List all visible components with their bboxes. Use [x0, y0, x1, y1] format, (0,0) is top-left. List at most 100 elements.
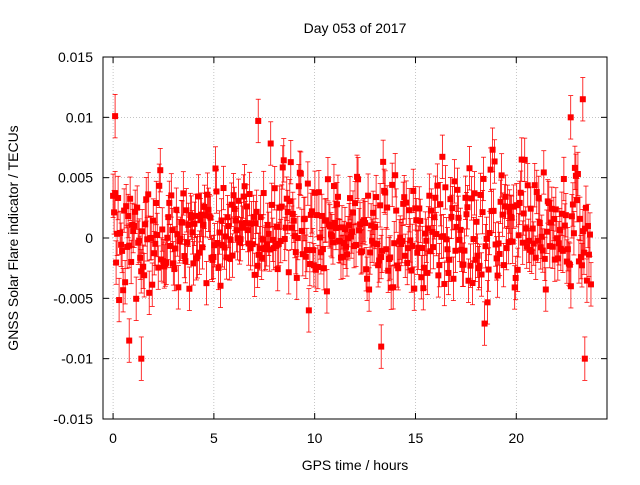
- data-point: [166, 199, 173, 206]
- data-point: [389, 181, 396, 188]
- data-point: [339, 253, 346, 260]
- data-point: [315, 189, 322, 196]
- data-point: [406, 207, 413, 214]
- data-point: [474, 252, 481, 259]
- data-point: [521, 156, 528, 163]
- data-point: [246, 191, 253, 198]
- data-point: [567, 114, 574, 121]
- data-point: [527, 205, 534, 212]
- data-point: [218, 217, 225, 224]
- data-point: [200, 221, 207, 228]
- data-point: [368, 222, 375, 229]
- data-point: [402, 252, 409, 259]
- data-point: [538, 233, 545, 240]
- data-point: [353, 241, 360, 248]
- data-point: [226, 255, 233, 262]
- data-point: [442, 184, 449, 191]
- data-point: [583, 277, 590, 284]
- data-point: [126, 242, 133, 249]
- data-point: [424, 269, 431, 276]
- data-point: [197, 217, 204, 224]
- data-point: [150, 217, 157, 224]
- data-point: [378, 343, 385, 350]
- data-point: [542, 286, 549, 293]
- data-point: [265, 230, 272, 237]
- data-point: [120, 287, 127, 294]
- data-point: [285, 269, 292, 276]
- data-point: [288, 224, 295, 231]
- data-point: [201, 203, 208, 210]
- data-point: [266, 246, 273, 253]
- data-point: [116, 297, 123, 304]
- data-point: [484, 299, 491, 306]
- data-point: [346, 222, 353, 229]
- data-point: [428, 207, 435, 214]
- y-tick-label: 0.01: [66, 109, 93, 125]
- data-point: [553, 235, 560, 242]
- data-point: [278, 203, 285, 210]
- data-point: [522, 225, 529, 232]
- data-point: [286, 198, 293, 205]
- data-point: [236, 239, 243, 246]
- data-point: [291, 233, 298, 240]
- data-point: [348, 233, 355, 240]
- data-point: [137, 254, 144, 261]
- data-point: [301, 215, 308, 222]
- data-point: [241, 183, 248, 190]
- data-point: [250, 213, 257, 220]
- data-point: [413, 217, 420, 224]
- data-point: [172, 245, 179, 252]
- data-point: [165, 214, 172, 221]
- data-point: [164, 234, 171, 241]
- data-point: [306, 261, 313, 268]
- data-point: [171, 266, 178, 273]
- data-point: [287, 159, 294, 166]
- data-point: [550, 215, 557, 222]
- y-axis-label: GNSS Solar Flare indicator / TECUs: [5, 125, 21, 350]
- data-point: [245, 240, 252, 247]
- data-point: [174, 231, 181, 238]
- data-point: [372, 224, 379, 231]
- data-point: [377, 202, 384, 209]
- data-point: [489, 146, 496, 153]
- data-point: [501, 203, 508, 210]
- data-point: [540, 169, 547, 176]
- data-point: [229, 252, 236, 259]
- data-point: [239, 224, 246, 231]
- data-point: [509, 238, 516, 245]
- data-point: [562, 212, 569, 219]
- data-point: [323, 288, 330, 295]
- data-point: [128, 258, 135, 265]
- data-point: [146, 289, 153, 296]
- data-point: [249, 241, 256, 248]
- data-point: [479, 209, 486, 216]
- data-point: [340, 240, 347, 247]
- x-tick-label: 20: [508, 430, 524, 446]
- data-point: [304, 180, 311, 187]
- data-point: [534, 237, 541, 244]
- data-point: [297, 170, 304, 177]
- data-point: [561, 222, 568, 229]
- data-point: [537, 244, 544, 251]
- data-point: [243, 203, 250, 210]
- data-point: [519, 239, 526, 246]
- data-point: [467, 262, 474, 269]
- data-point: [503, 245, 510, 252]
- data-point: [581, 355, 588, 362]
- data-point: [138, 268, 145, 275]
- data-point: [429, 228, 436, 235]
- y-tick-label: -0.015: [53, 411, 93, 427]
- data-point: [400, 200, 407, 207]
- data-point: [144, 236, 151, 243]
- data-point: [357, 221, 364, 228]
- data-point: [487, 166, 494, 173]
- data-point: [247, 245, 254, 252]
- data-point: [450, 275, 457, 282]
- data-point: [508, 214, 515, 221]
- data-point: [365, 192, 372, 199]
- data-point: [579, 96, 586, 103]
- data-point: [497, 198, 504, 205]
- data-point: [514, 266, 521, 273]
- data-point: [464, 204, 471, 211]
